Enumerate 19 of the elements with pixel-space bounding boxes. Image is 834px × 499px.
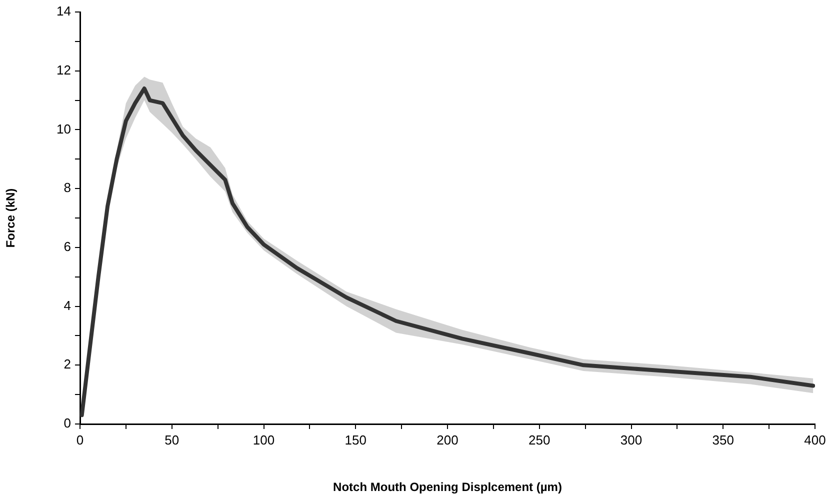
x-tick-label: 350 <box>712 432 734 448</box>
x-tick-label: 300 <box>620 432 642 448</box>
y-tick-label: 10 <box>56 121 71 136</box>
y-tick-label: 12 <box>56 62 71 78</box>
y-tick-label: 0 <box>64 416 71 431</box>
x-tick-label: 200 <box>436 432 458 448</box>
x-tick-label: 50 <box>164 432 180 448</box>
x-tick-label: 0 <box>76 432 84 448</box>
x-tick-label: 150 <box>344 432 366 448</box>
x-tick-label: 250 <box>528 432 550 448</box>
y-tick-label: 4 <box>64 298 71 313</box>
x-tick-label: 100 <box>252 432 275 448</box>
y-tick-label: 8 <box>64 180 71 196</box>
y-axis-title: Force (kN) <box>4 188 18 248</box>
x-axis-title: Notch Mouth Opening Displcement (µm) <box>333 480 562 494</box>
y-tick-label: 14 <box>56 4 71 19</box>
y-tick-label: 2 <box>64 356 71 372</box>
y-tick-label: 6 <box>64 239 71 254</box>
x-tick-label: 400 <box>804 432 826 448</box>
